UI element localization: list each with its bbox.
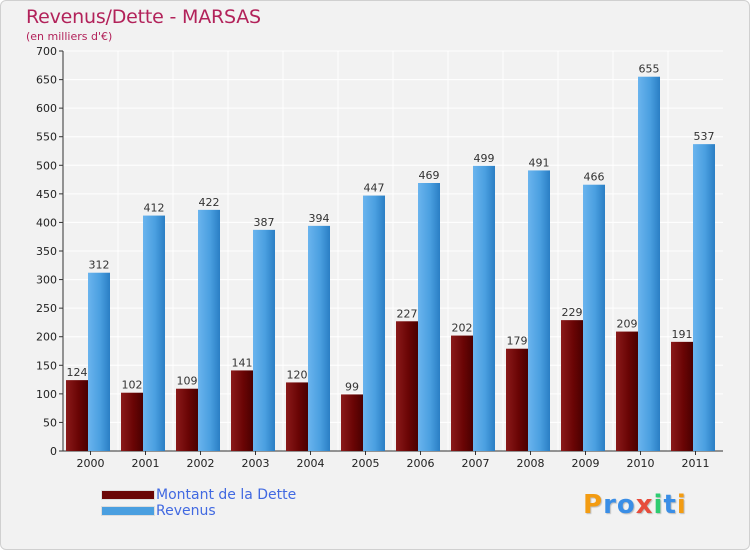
bars [66,76,715,451]
bar-revenus [638,76,660,451]
bar-revenus [198,209,220,451]
y-tick-label: 350 [36,245,57,258]
bar-revenus [473,165,495,451]
bar-revenus [308,225,330,451]
logo-letter: P [583,490,604,520]
bar-revenus [583,184,605,451]
data-labels: 124 312 102 412 109 422 141 387 120 394 99 447 227 46… [67,63,715,394]
x-tick-label: 2009 [572,457,600,470]
data-label-dette: 141 [232,356,253,369]
x-tick-label: 2004 [297,457,325,470]
y-tick-label: 100 [36,388,57,401]
y-tick-label: 400 [36,216,57,229]
bar-revenus [363,195,385,451]
data-label-dette: 120 [287,368,308,381]
data-label-revenus: 412 [144,202,165,215]
data-label-revenus: 491 [529,156,550,169]
x-tick-label: 2000 [77,457,105,470]
x-tick-label: 2001 [132,457,160,470]
y-tick-label: 550 [36,131,57,144]
x-tick-label: 2002 [187,457,215,470]
x-tick-label: 2008 [517,457,545,470]
data-label-dette: 99 [345,380,359,393]
logo-letter: i [653,490,664,520]
data-label-revenus: 499 [474,152,495,165]
y-tick-label: 450 [36,188,57,201]
data-label-revenus: 312 [89,259,110,272]
bar-dette [396,321,418,451]
bar-dette [286,382,308,451]
bar-dette [341,394,363,451]
chart-subtitle: (en milliers d'€) [26,30,113,43]
proxiti-logo: Proxiti [583,490,687,520]
data-label-revenus: 422 [199,196,220,209]
bar-revenus [418,183,440,451]
y-tick-label: 300 [36,274,57,287]
y-tick-label: 200 [36,331,57,344]
bar-dette [506,348,528,451]
x-tick-label: 2006 [407,457,435,470]
x-tick-label: 2010 [627,457,655,470]
y-tick-label: 600 [36,102,57,115]
bar-revenus [528,170,550,451]
data-label-revenus: 469 [419,169,440,182]
y-tick-label: 650 [36,74,57,87]
logo-letter: t [663,490,677,520]
bar-dette [616,331,638,451]
data-label-dette: 229 [562,306,583,319]
grid-lines [63,50,723,451]
legend-label-revenus: Revenus [156,503,216,519]
y-tick-label: 500 [36,159,57,172]
bar-revenus [253,229,275,451]
legend-swatch-dette [101,490,155,500]
bar-dette [561,320,583,451]
data-label-dette: 109 [177,375,198,388]
data-label-dette: 227 [397,307,418,320]
y-tick-label: 0 [50,445,57,458]
y-tick-label: 150 [36,359,57,372]
y-tick-label: 50 [43,416,57,429]
bar-dette [121,392,143,451]
x-tick-label: 2011 [682,457,710,470]
data-label-revenus: 387 [254,216,275,229]
data-label-dette: 202 [452,322,473,335]
bar-dette [671,341,693,451]
bar-revenus [88,272,110,451]
bar-revenus [693,144,715,451]
bar-dette [231,370,253,451]
bar-dette [66,380,88,451]
data-label-revenus: 537 [694,130,715,143]
data-label-dette: 191 [672,328,693,341]
data-label-revenus: 466 [584,171,605,184]
y-tick-label: 700 [36,45,57,58]
y-tick-label: 250 [36,302,57,315]
data-label-dette: 179 [507,335,528,348]
logo-letter: o [616,490,636,520]
legend-label-dette: Montant de la Dette [156,487,297,503]
x-tick-label: 2005 [352,457,380,470]
bar-dette [451,335,473,451]
bar-dette [176,388,198,451]
logo-letter: x [635,490,654,520]
x-tick-label: 2007 [462,457,490,470]
chart-title: Revenus/Dette - MARSAS [26,6,261,28]
axes: 0 50 100 150 200 250 300 350 400 450 500 550 600 650 7… [36,45,723,470]
legend-swatch-revenus [101,506,155,516]
data-label-dette: 124 [67,366,88,379]
data-label-revenus: 655 [639,63,660,76]
x-tick-label: 2003 [242,457,270,470]
logo-letter: r [603,490,617,520]
data-label-dette: 209 [617,318,638,331]
data-label-revenus: 394 [309,212,330,225]
logo-letter: i [676,490,687,520]
data-label-revenus: 447 [364,182,385,195]
data-label-dette: 102 [122,379,143,392]
bar-revenus [143,215,165,451]
